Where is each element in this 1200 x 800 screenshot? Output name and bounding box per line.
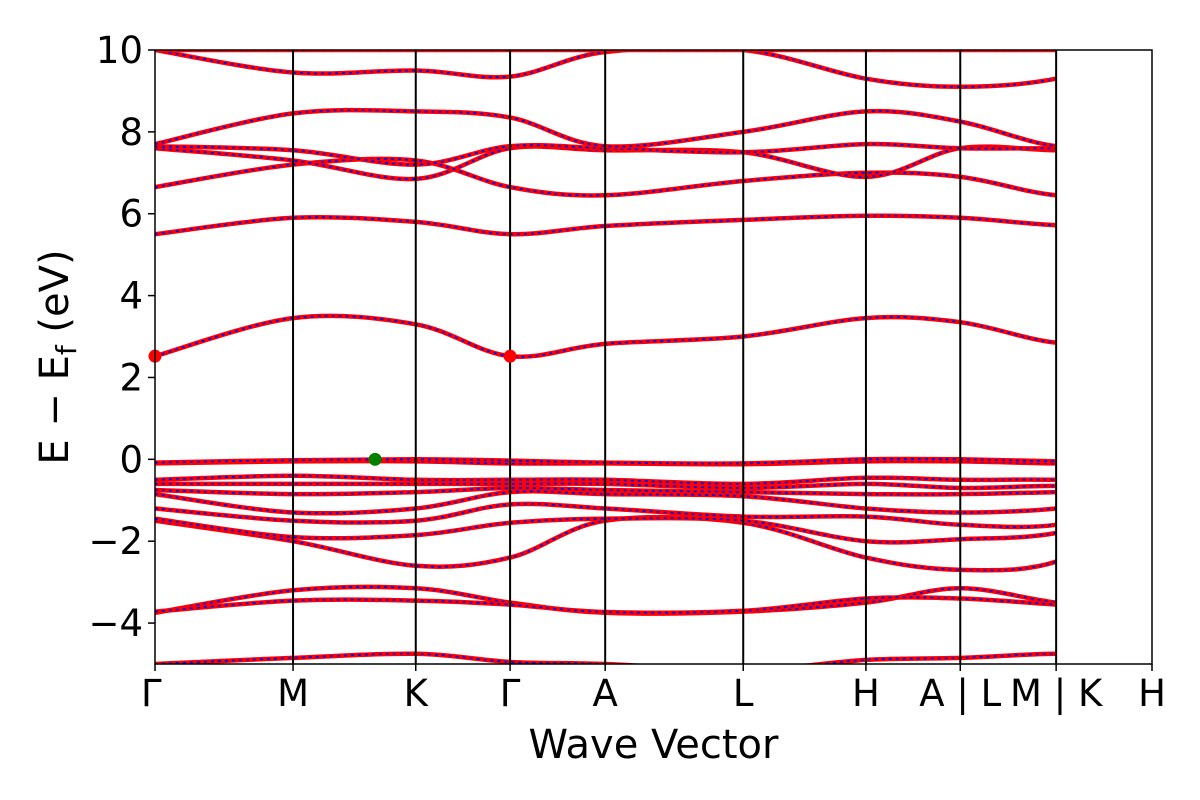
x-tick-label: Γ: [141, 672, 162, 715]
x-tick-label: A: [593, 672, 618, 715]
y-axis-label-main: E − E: [32, 355, 78, 465]
marker-2: [368, 452, 382, 466]
x-tick-label: Γ: [500, 672, 521, 715]
band-1-dashed: [155, 586, 1057, 615]
y-tick-label: −2: [88, 520, 143, 563]
kpoint-lines: [292, 50, 1058, 664]
y-tick-label: 6: [119, 193, 143, 236]
y-tick-label: 0: [119, 438, 143, 481]
y-axis-label-unit: (eV): [32, 249, 78, 345]
x-tick-label: K: [404, 672, 430, 715]
plot-frame: [154, 49, 1153, 665]
band-5-dashed: [155, 502, 1057, 528]
x-tick-label: M | K: [1010, 672, 1104, 715]
y-tick-label: 4: [119, 275, 143, 318]
y-tick-label: 8: [119, 111, 143, 154]
y-tick-label: 2: [119, 356, 143, 399]
markers-layer: [148, 349, 517, 466]
x-tick-label: A | L: [919, 672, 1001, 715]
x-tick-label: H: [1138, 672, 1166, 715]
band-17-dashed: [155, 109, 1057, 148]
band-2-dashed: [155, 596, 1057, 614]
y-ticks: −4 −2 0 2 4 6 8 10: [88, 29, 155, 645]
x-tick-label: L: [733, 672, 754, 715]
y-axis-label-sub: f: [50, 344, 83, 355]
band-0-dashed: [155, 652, 1057, 664]
y-tick-label: −4: [88, 602, 143, 645]
x-tick-label: H: [852, 672, 880, 715]
x-axis-label: Wave Vector: [529, 722, 780, 768]
band-16-dashed: [155, 143, 1057, 166]
marker-1: [503, 349, 517, 363]
y-axis-label: E − Ef (eV): [32, 249, 83, 464]
y-tick-label: 10: [96, 29, 143, 72]
x-tick-label: M: [277, 672, 309, 715]
